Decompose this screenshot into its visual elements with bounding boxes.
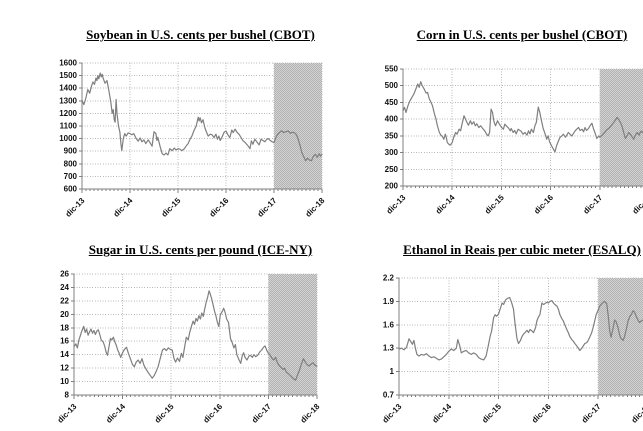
chart-title-soybean: Soybean in U.S. cents per bushel (CBOT): [86, 27, 315, 42]
price-line: [398, 296, 643, 361]
svg-text:550: 550: [385, 65, 399, 74]
svg-text:dic-15: dic-15: [483, 193, 506, 216]
tick-marks: [71, 273, 318, 399]
svg-text:16: 16: [60, 337, 69, 346]
y-tick-labels: 8 10 12 14 16 18 20 22 24 26: [60, 270, 69, 400]
svg-text:18: 18: [60, 323, 69, 332]
svg-text:250: 250: [385, 165, 399, 174]
svg-text:1400: 1400: [59, 84, 77, 93]
svg-text:dic-16: dic-16: [208, 196, 231, 219]
x-tick-labels: dic-13 dic-14 dic-15 dic-16 dic-17 dic-18: [381, 402, 643, 425]
svg-text:26: 26: [60, 270, 69, 279]
svg-text:0.7: 0.7: [383, 391, 395, 400]
tick-marks: [400, 68, 642, 190]
price-line: [73, 290, 318, 381]
x-tick-labels: dic-13 dic-14 dic-15 dic-16 dic-17 dic-18: [64, 196, 327, 219]
svg-text:dic-16: dic-16: [530, 402, 553, 425]
chart-panel-corn: Corn in U.S. cents per bushel (CBOT) 200…: [361, 16, 643, 231]
svg-text:12: 12: [60, 364, 69, 373]
svg-text:200: 200: [385, 182, 399, 191]
svg-text:dic-18: dic-18: [299, 402, 322, 425]
svg-text:900: 900: [64, 147, 78, 156]
svg-text:1300: 1300: [59, 96, 77, 105]
chart-panel-sugar: Sugar in U.S. cents per pound (ICE-NY) 8…: [40, 231, 361, 431]
svg-text:14: 14: [60, 350, 69, 359]
svg-text:2.2: 2.2: [383, 274, 395, 283]
ethanol-chart: 0.7 1 1.3 1.6 1.9 2.2 dic-13 dic-14 dic-15 dic-16…: [381, 274, 643, 425]
svg-text:dic-18: dic-18: [630, 402, 643, 425]
svg-text:dic-18: dic-18: [631, 193, 643, 216]
svg-text:600: 600: [64, 185, 78, 194]
svg-text:1.6: 1.6: [383, 320, 395, 329]
svg-text:1600: 1600: [59, 59, 77, 68]
svg-text:8: 8: [65, 391, 70, 400]
x-tick-labels: dic-13 dic-14 dic-15 dic-16 dic-17 dic-18: [385, 193, 643, 216]
svg-text:450: 450: [385, 98, 399, 107]
svg-text:20: 20: [60, 310, 69, 319]
svg-text:dic-17: dic-17: [250, 402, 273, 425]
svg-text:dic-15: dic-15: [153, 402, 176, 425]
chart-title-sugar: Sugar in U.S. cents per pound (ICE-NY): [88, 242, 313, 257]
svg-text:1100: 1100: [60, 122, 78, 131]
x-tick-labels: dic-13 dic-14 dic-15 dic-16 dic-17 dic-18: [56, 402, 322, 425]
svg-text:500: 500: [385, 81, 399, 90]
svg-text:dic-14: dic-14: [104, 402, 127, 425]
price-line: [402, 81, 643, 153]
svg-text:dic-13: dic-13: [385, 193, 408, 216]
svg-text:dic-15: dic-15: [480, 402, 503, 425]
soybean-chart: 600 700 800 900 1000 1100 1200 1300 1400 1500 1600…: [59, 59, 327, 219]
svg-text:dic-14: dic-14: [112, 196, 135, 219]
y-tick-labels: 200 250 300 350 400 450 500 550: [385, 65, 399, 191]
svg-text:dic-17: dic-17: [581, 193, 604, 216]
price-line: [81, 72, 323, 162]
svg-text:dic-18: dic-18: [304, 196, 327, 219]
svg-text:dic-13: dic-13: [381, 402, 404, 425]
svg-text:dic-16: dic-16: [201, 402, 224, 425]
svg-text:400: 400: [385, 115, 399, 124]
svg-text:350: 350: [385, 131, 399, 140]
svg-text:dic-15: dic-15: [160, 196, 183, 219]
gridlines: [403, 68, 643, 186]
svg-text:dic-14: dic-14: [434, 193, 457, 216]
forecast-shaded-region: [599, 69, 643, 186]
chart-panel-ethanol: Ethanol in Reais per cubic meter (ESALQ)…: [361, 231, 643, 431]
svg-text:300: 300: [385, 148, 399, 157]
chart-panel-soybean: Soybean in U.S. cents per bushel (CBOT) …: [40, 16, 361, 231]
svg-text:24: 24: [60, 283, 69, 292]
y-tick-labels: 0.7 1 1.3 1.6 1.9 2.2: [383, 274, 395, 400]
svg-text:1000: 1000: [59, 134, 77, 143]
svg-text:700: 700: [64, 172, 78, 181]
chart-title-corn: Corn in U.S. cents per bushel (CBOT): [416, 27, 628, 42]
svg-text:1200: 1200: [59, 109, 77, 118]
y-tick-labels: 600 700 800 900 1000 1100 1200 1300 1400 1500 1600: [59, 59, 77, 194]
svg-text:dic-17: dic-17: [580, 402, 603, 425]
svg-text:800: 800: [64, 159, 78, 168]
tick-marks: [79, 62, 323, 193]
svg-text:dic-13: dic-13: [56, 402, 79, 425]
svg-text:dic-13: dic-13: [64, 196, 87, 219]
forecast-shaded-region: [268, 274, 317, 395]
svg-text:1.9: 1.9: [383, 297, 395, 306]
svg-text:dic-16: dic-16: [532, 193, 555, 216]
svg-text:1: 1: [390, 367, 395, 376]
chart-title-ethanol: Ethanol in Reais per cubic meter (ESALQ): [403, 242, 641, 257]
svg-text:1500: 1500: [59, 71, 77, 80]
forecast-shaded-region: [274, 63, 322, 189]
svg-text:22: 22: [60, 296, 69, 305]
svg-text:1.3: 1.3: [383, 344, 395, 353]
svg-text:10: 10: [60, 377, 69, 386]
svg-text:dic-14: dic-14: [430, 402, 453, 425]
tick-marks: [396, 277, 641, 399]
svg-text:dic-17: dic-17: [256, 196, 279, 219]
